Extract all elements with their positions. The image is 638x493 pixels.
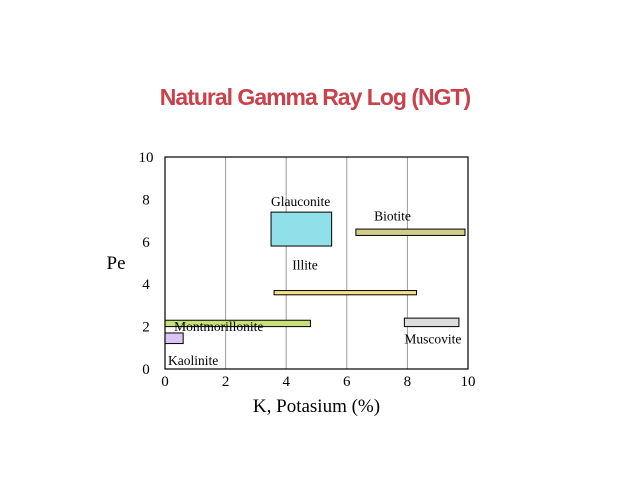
range-box-kaolinite — [164, 332, 184, 345]
series-label-kaolinite: Kaolinite — [168, 353, 218, 368]
plot-area-frame — [164, 156, 469, 370]
range-box-illite — [273, 290, 417, 296]
y-tick-label: 10 — [139, 150, 154, 166]
range-box-glauconite — [270, 211, 333, 247]
x-tick-label: 10 — [461, 374, 476, 390]
range-box-biotite — [355, 228, 466, 236]
chart-grid — [225, 157, 408, 369]
y-axis-label: Pe — [107, 253, 126, 274]
x-tick-label: 6 — [343, 374, 351, 390]
y-tick-label: 2 — [142, 320, 150, 336]
y-tick-labels: 0 2 4 6 8 10 — [139, 150, 154, 378]
range-box-muscovite — [403, 317, 460, 328]
slide-title: Natural Gamma Ray Log (NGT) — [159, 84, 471, 110]
series-label-muscovite: Muscovite — [404, 332, 461, 347]
series-label-biotite: Biotite — [374, 209, 411, 224]
series-label-illite: Illite — [292, 257, 318, 272]
series-labels: Kaolinite Montmorillonite Illite Glauconite… — [168, 194, 461, 368]
x-tick-label: 8 — [404, 374, 412, 390]
x-axis-label: K, Potasium (%) — [253, 396, 380, 417]
x-tick-labels: 0 2 4 6 8 10 — [161, 374, 475, 390]
x-tick-label: 4 — [282, 374, 290, 390]
y-tick-label: 4 — [142, 277, 150, 293]
series-label-montmorillonite: Montmorillonite — [174, 319, 263, 334]
series-label-glauconite: Glauconite — [271, 194, 330, 209]
y-tick-label: 0 — [142, 362, 150, 378]
chart-boxes — [164, 211, 466, 345]
y-tick-label: 8 — [142, 192, 150, 208]
y-tick-label: 6 — [142, 235, 150, 251]
x-tick-label: 2 — [222, 374, 230, 390]
x-tick-label: 0 — [161, 374, 169, 390]
